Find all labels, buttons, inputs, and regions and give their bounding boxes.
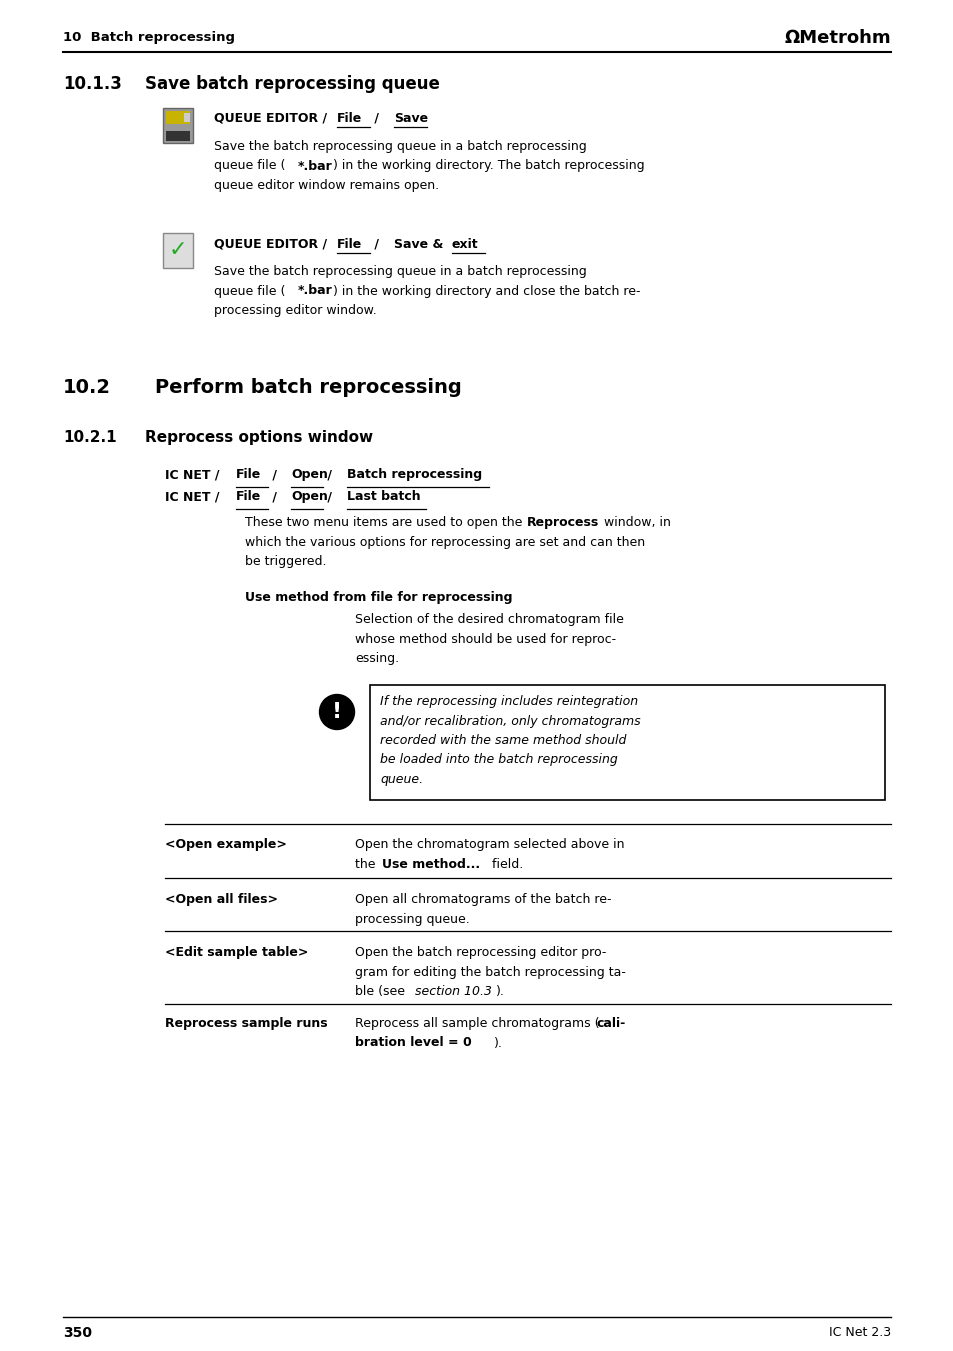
Text: ✓: ✓: [169, 240, 187, 261]
Text: whose method should be used for reproc-: whose method should be used for reproc-: [355, 632, 616, 646]
FancyBboxPatch shape: [166, 131, 190, 141]
Text: QUEUE EDITOR /: QUEUE EDITOR /: [213, 112, 331, 124]
Text: Save the batch reprocessing queue in a batch reprocessing: Save the batch reprocessing queue in a b…: [213, 265, 586, 278]
Text: File: File: [336, 112, 362, 124]
Text: cali-: cali-: [596, 1017, 625, 1029]
Text: queue.: queue.: [379, 773, 423, 786]
Text: <Edit sample table>: <Edit sample table>: [165, 946, 308, 959]
Text: File: File: [336, 238, 362, 250]
Text: IC Net 2.3: IC Net 2.3: [828, 1327, 890, 1339]
Text: File: File: [235, 490, 261, 503]
Text: File: File: [235, 467, 261, 481]
Text: Reprocess all sample chromatograms (: Reprocess all sample chromatograms (: [355, 1017, 598, 1029]
Text: Open: Open: [291, 490, 328, 503]
Text: 10  Batch reprocessing: 10 Batch reprocessing: [63, 31, 234, 45]
FancyBboxPatch shape: [163, 232, 193, 267]
Text: Last batch: Last batch: [346, 490, 420, 503]
Circle shape: [319, 694, 355, 730]
Text: essing.: essing.: [355, 653, 398, 665]
Text: queue file (: queue file (: [213, 159, 285, 173]
Text: gram for editing the batch reprocessing ta-: gram for editing the batch reprocessing …: [355, 966, 625, 978]
Text: 10.1.3: 10.1.3: [63, 76, 122, 93]
Text: Use method...: Use method...: [381, 858, 479, 870]
Text: Reprocess options window: Reprocess options window: [145, 430, 373, 444]
Text: /: /: [370, 238, 383, 250]
Text: Open all chromatograms of the batch re-: Open all chromatograms of the batch re-: [355, 893, 611, 907]
Text: queue file (: queue file (: [213, 285, 285, 297]
Text: which the various options for reprocessing are set and can then: which the various options for reprocessi…: [245, 535, 644, 549]
Text: window, in: window, in: [599, 516, 670, 530]
Text: processing editor window.: processing editor window.: [213, 304, 376, 317]
Text: /: /: [323, 490, 336, 503]
Text: ).: ).: [496, 985, 504, 998]
Text: /: /: [268, 467, 281, 481]
Text: Reprocess: Reprocess: [526, 516, 598, 530]
FancyBboxPatch shape: [184, 113, 190, 122]
Text: exit: exit: [452, 238, 477, 250]
Text: ) in the working directory. The batch reprocessing: ) in the working directory. The batch re…: [333, 159, 644, 173]
FancyBboxPatch shape: [163, 108, 193, 143]
Text: Save batch reprocessing queue: Save batch reprocessing queue: [145, 76, 439, 93]
Text: the: the: [355, 858, 379, 870]
Text: IC NET /: IC NET /: [165, 467, 224, 481]
Text: bration level = 0: bration level = 0: [355, 1036, 471, 1050]
Text: <Open all files>: <Open all files>: [165, 893, 277, 907]
Text: be loaded into the batch reprocessing: be loaded into the batch reprocessing: [379, 754, 618, 766]
Text: Save: Save: [394, 112, 428, 124]
Text: processing queue.: processing queue.: [355, 912, 469, 925]
Text: IC NET /: IC NET /: [165, 490, 224, 503]
Text: Save the batch reprocessing queue in a batch reprocessing: Save the batch reprocessing queue in a b…: [213, 141, 586, 153]
Text: Batch reprocessing: Batch reprocessing: [346, 467, 481, 481]
Text: be triggered.: be triggered.: [245, 555, 326, 567]
Text: These two menu items are used to open the: These two menu items are used to open th…: [245, 516, 526, 530]
Text: *.bar: *.bar: [297, 285, 333, 297]
Text: Save &: Save &: [394, 238, 448, 250]
Text: ) in the working directory and close the batch re-: ) in the working directory and close the…: [333, 285, 639, 297]
Text: queue editor window remains open.: queue editor window remains open.: [213, 178, 438, 192]
Text: 10.2.1: 10.2.1: [63, 430, 116, 444]
Text: Open the batch reprocessing editor pro-: Open the batch reprocessing editor pro-: [355, 946, 606, 959]
Text: field.: field.: [488, 858, 523, 870]
Text: If the reprocessing includes reintegration: If the reprocessing includes reintegrati…: [379, 694, 638, 708]
Text: QUEUE EDITOR /: QUEUE EDITOR /: [213, 238, 331, 250]
Text: Perform batch reprocessing: Perform batch reprocessing: [154, 378, 461, 397]
Text: *.bar: *.bar: [297, 159, 333, 173]
Text: ΩMetrohm: ΩMetrohm: [783, 28, 890, 47]
FancyBboxPatch shape: [370, 685, 884, 800]
Text: 10.2: 10.2: [63, 378, 111, 397]
Text: <Open example>: <Open example>: [165, 838, 287, 851]
Text: !: !: [332, 703, 342, 721]
Text: /: /: [323, 467, 336, 481]
Text: /: /: [268, 490, 281, 503]
Text: Selection of the desired chromatogram file: Selection of the desired chromatogram fi…: [355, 613, 623, 626]
Text: and/or recalibration, only chromatograms: and/or recalibration, only chromatograms: [379, 715, 640, 727]
Text: 350: 350: [63, 1325, 91, 1340]
FancyBboxPatch shape: [166, 111, 190, 124]
Text: Reprocess sample runs: Reprocess sample runs: [165, 1017, 327, 1029]
Text: /: /: [370, 112, 383, 124]
Text: section 10.3: section 10.3: [415, 985, 492, 998]
Text: Open: Open: [291, 467, 328, 481]
Text: recorded with the same method should: recorded with the same method should: [379, 734, 626, 747]
Text: ).: ).: [494, 1036, 503, 1050]
Text: ble (see: ble (see: [355, 985, 409, 998]
Text: Open the chromatogram selected above in: Open the chromatogram selected above in: [355, 838, 624, 851]
Text: Use method from file for reprocessing: Use method from file for reprocessing: [245, 590, 512, 604]
